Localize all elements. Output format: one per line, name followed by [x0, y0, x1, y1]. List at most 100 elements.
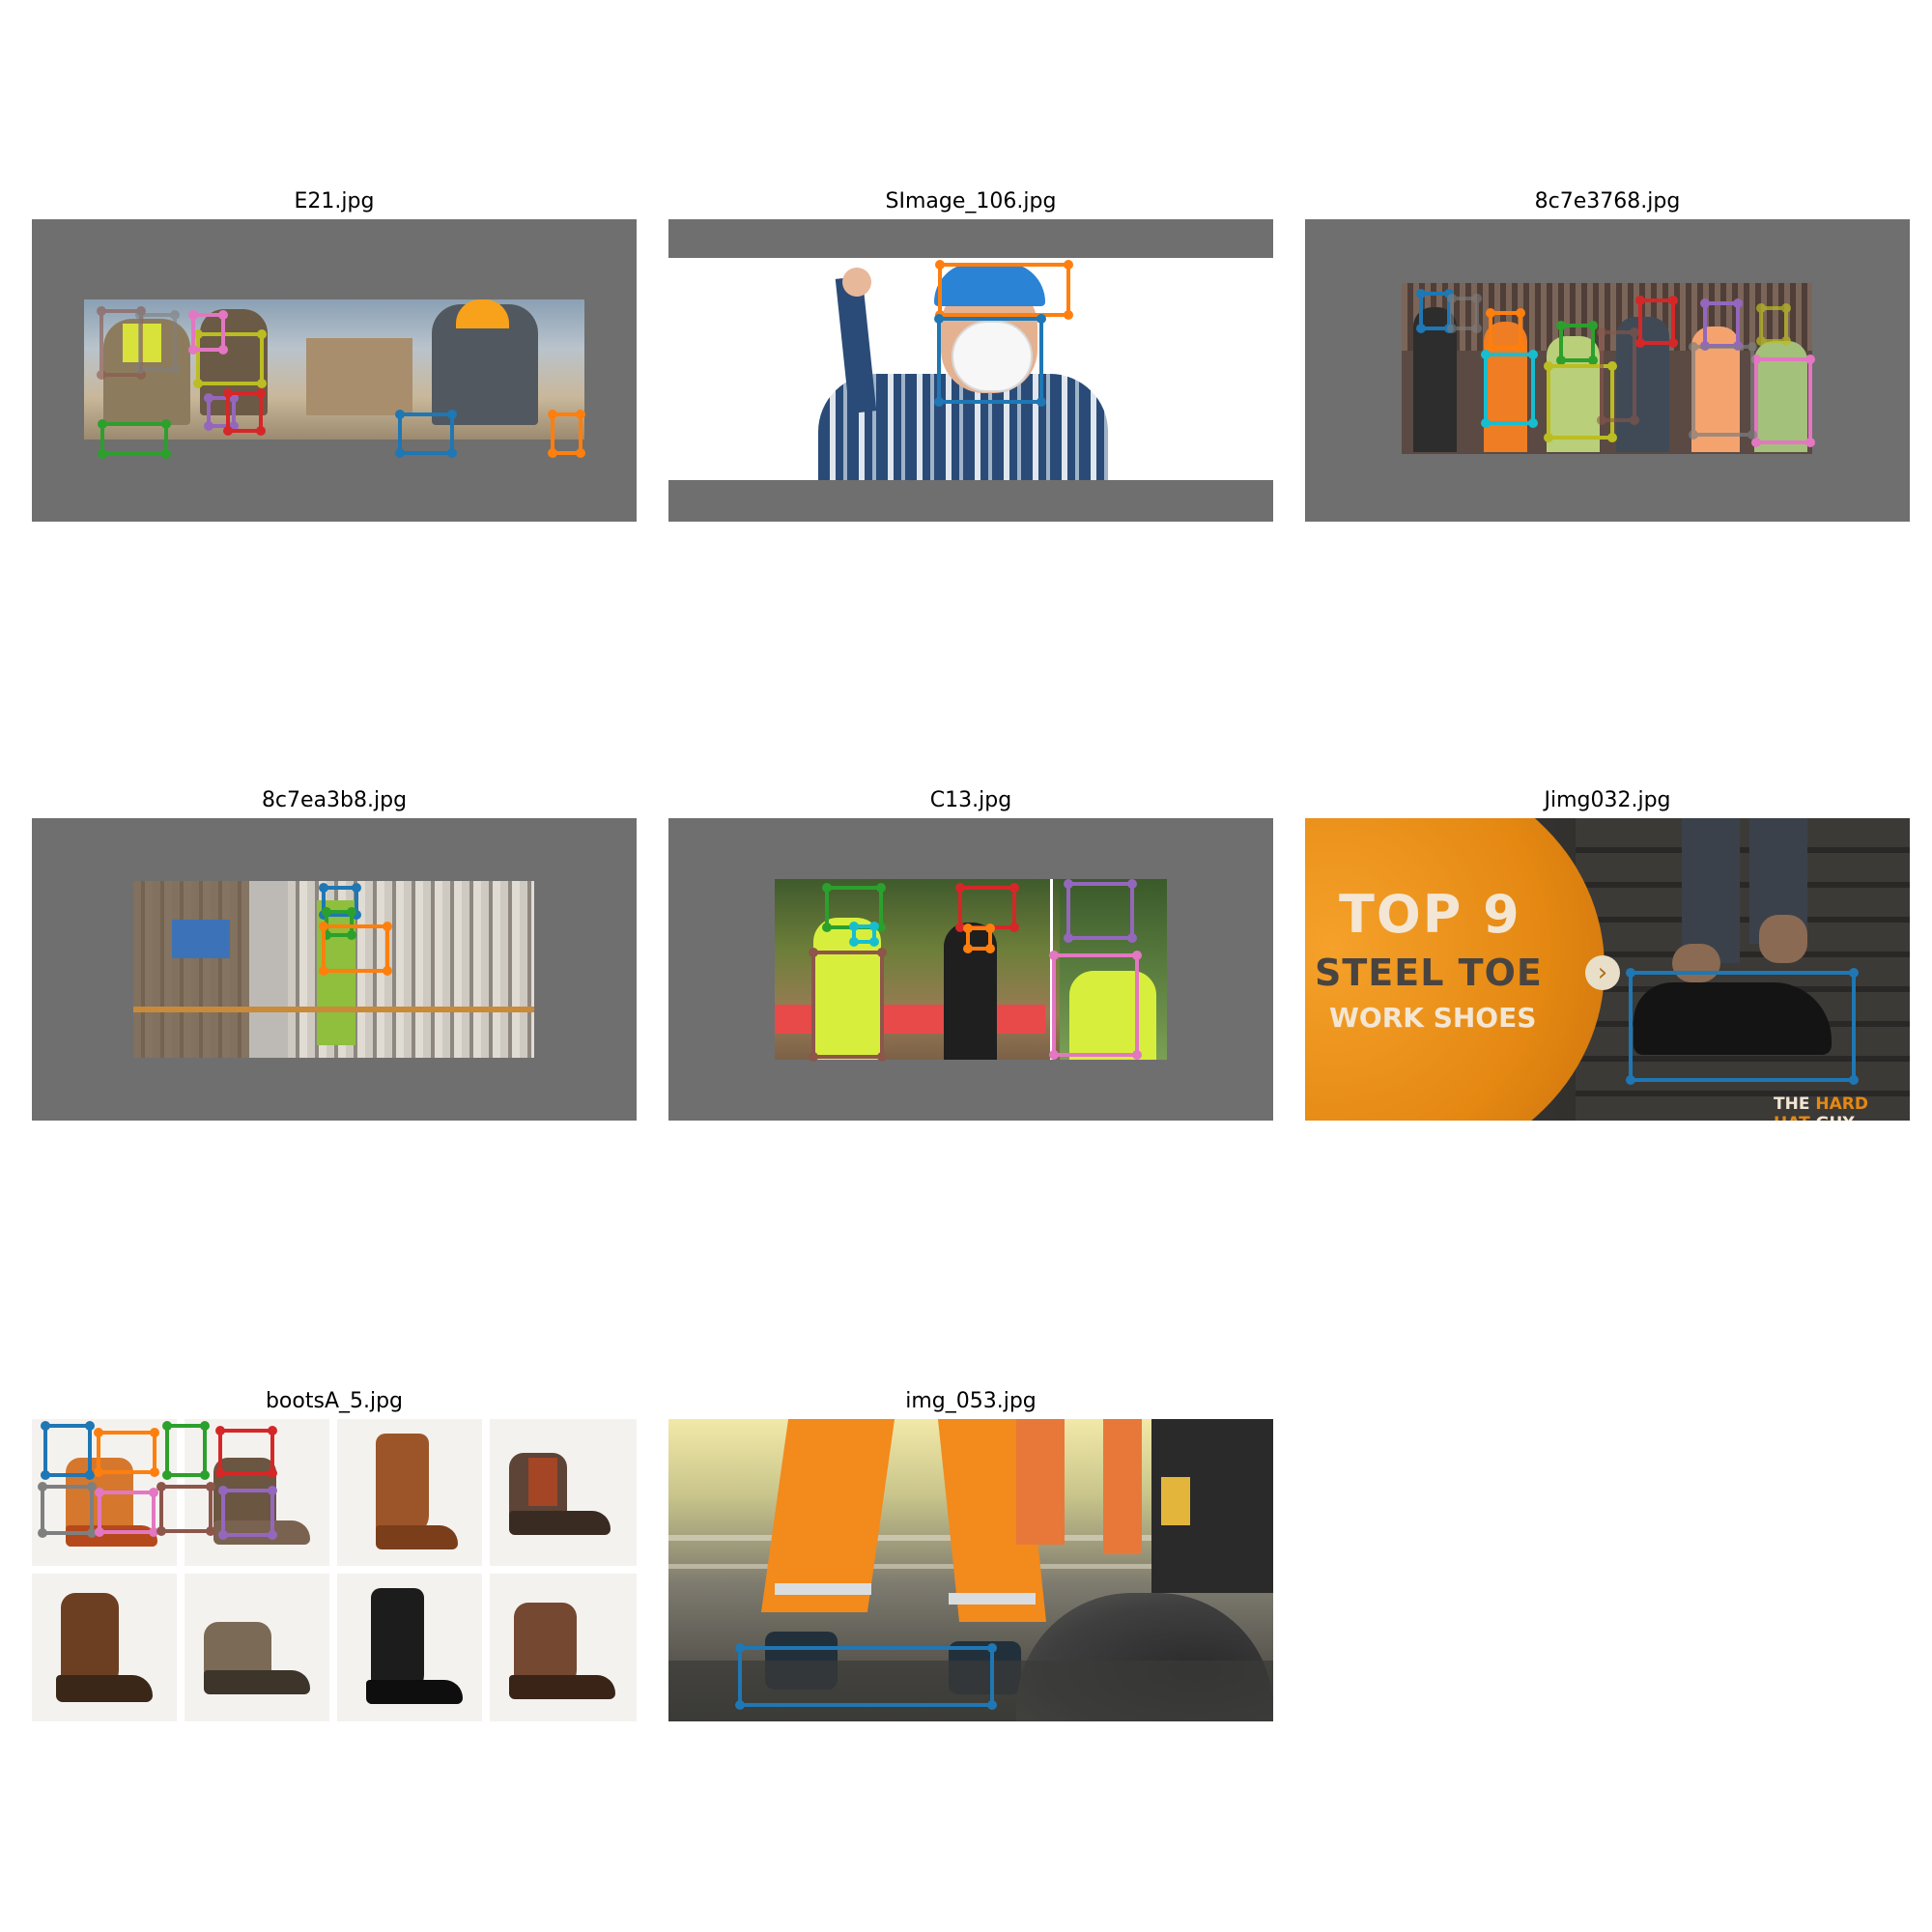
bounding-box-corner: [934, 314, 944, 324]
bounding-box-corner: [188, 310, 198, 320]
bounding-box-corner: [1588, 321, 1598, 330]
bounding-box-corner: [352, 883, 361, 893]
bounding-box-corner: [1588, 355, 1598, 365]
brand-guy: GUY.: [1810, 1114, 1859, 1121]
bounding-box: [1049, 951, 1142, 1060]
bounding-box-corner: [1416, 324, 1426, 333]
bounding-box-corner: [1630, 415, 1639, 425]
workers-lineup-photo: [1402, 283, 1812, 454]
bounding-box-corner: [1486, 343, 1495, 353]
bounding-box-corner: [188, 345, 198, 355]
panel-title: Jimg032.jpg: [1544, 788, 1671, 812]
bounding-box-corner: [85, 1470, 95, 1480]
bounding-box-corner: [1635, 338, 1645, 348]
bounding-box-corner: [1805, 438, 1815, 447]
bounding-box: [935, 260, 1073, 320]
bounding-box-corner: [223, 388, 233, 398]
image-frame: TOP 9 STEEL TOE WORK SHOES › THE HARD HA…: [1305, 818, 1910, 1121]
bounding-box-corner: [268, 1426, 277, 1435]
bounding-box-corner: [1516, 343, 1525, 353]
brand-logo: THE HARD HAT GUY.: [1774, 1094, 1910, 1121]
bounding-box-corner: [1037, 314, 1046, 324]
bounding-box-corner: [822, 883, 832, 893]
bounding-box-corner: [347, 907, 356, 917]
bounding-box-corner: [1049, 1050, 1059, 1060]
boot-cell: [490, 1419, 637, 1566]
bounding-box-corner: [1049, 951, 1059, 960]
bounding-box-corner: [1481, 350, 1491, 359]
bounding-box-corner: [256, 388, 266, 398]
bounding-box-corner: [1689, 342, 1698, 352]
bounding-box-corner: [735, 1700, 745, 1710]
bounding-box-corner: [869, 937, 879, 947]
bounding-box-corner: [1064, 310, 1073, 320]
banner-title-steel-toe: STEEL TOE: [1315, 952, 1543, 994]
bounding-box-corner: [1805, 355, 1815, 364]
bounding-box-corner: [268, 1468, 277, 1478]
bounding-box-corner: [548, 410, 557, 419]
bounding-box-corner: [1447, 294, 1457, 303]
bounding-box: [1626, 968, 1859, 1085]
bounding-box-corner: [1064, 879, 1073, 889]
bounding-box-corner: [395, 448, 405, 458]
next-arrow-icon[interactable]: ›: [1585, 955, 1620, 990]
bounding-box-corner: [170, 364, 180, 374]
image-frame: [668, 818, 1273, 1121]
boot-cell: [337, 1574, 482, 1721]
bounding-box-corner: [347, 930, 356, 940]
steel-toe-banner: [1305, 818, 1910, 1121]
image-frame: [1305, 219, 1910, 522]
bounding-box: [162, 1421, 210, 1480]
bounding-box-corner: [94, 1428, 103, 1437]
bounding-box-corner: [1849, 1075, 1859, 1085]
panel-e21: E21.jpg: [32, 189, 637, 522]
bounding-box-corner: [162, 1421, 172, 1431]
bounding-box: [215, 1426, 277, 1478]
bounding-box-corner: [257, 329, 267, 339]
bounding-box-corner: [1756, 303, 1766, 313]
bounding-box-corner: [87, 1482, 97, 1492]
bounding-box-corner: [229, 393, 239, 403]
bounding-box-corner: [576, 448, 585, 458]
boot-cell: [490, 1574, 637, 1721]
bounding-box-corner: [149, 1488, 158, 1497]
bounding-box-corner: [1064, 260, 1073, 270]
bounding-box: [735, 1643, 997, 1710]
bounding-box-corner: [955, 923, 965, 932]
bounding-box-corner: [41, 1470, 50, 1480]
bounding-box-corner: [1626, 968, 1635, 978]
bounding-box-corner: [1747, 342, 1757, 352]
bounding-box-corner: [809, 948, 818, 957]
bounding-box: [135, 310, 180, 374]
bounding-box-corner: [1635, 296, 1645, 305]
bounding-box-corner: [869, 922, 879, 931]
bounding-box-corner: [876, 883, 886, 893]
bounding-box: [1447, 294, 1482, 333]
bounding-box-corner: [206, 1482, 215, 1492]
boot-cell: [185, 1574, 329, 1721]
bounding-box-corner: [395, 410, 405, 419]
bounding-box-corner: [383, 966, 392, 976]
bounding-box: [38, 1482, 97, 1538]
bounding-box-corner: [735, 1643, 745, 1653]
bounding-box-corner: [1127, 933, 1137, 943]
bounding-box-corner: [218, 1530, 228, 1540]
bounding-box-corner: [548, 448, 557, 458]
panel-title: C13.jpg: [929, 788, 1012, 812]
bounding-box-corner: [987, 1643, 997, 1653]
bounding-box: [94, 1428, 159, 1477]
bounding-box: [204, 393, 239, 431]
bounding-box: [41, 1421, 95, 1480]
image-frame: [32, 1419, 637, 1721]
bounding-box-corner: [849, 937, 859, 947]
bounding-box: [188, 310, 228, 355]
bounding-box-corner: [319, 883, 328, 893]
brand-hard-hat: HARD HAT: [1774, 1094, 1868, 1121]
bounding-box-corner: [1447, 324, 1457, 333]
bounding-box: [1556, 321, 1598, 365]
boot-cell: [32, 1574, 177, 1721]
bounding-box-corner: [170, 310, 180, 320]
bounding-box-corner: [95, 1488, 104, 1497]
worker-mask-photo: [668, 258, 1273, 480]
bounding-box-corner: [1486, 308, 1495, 318]
